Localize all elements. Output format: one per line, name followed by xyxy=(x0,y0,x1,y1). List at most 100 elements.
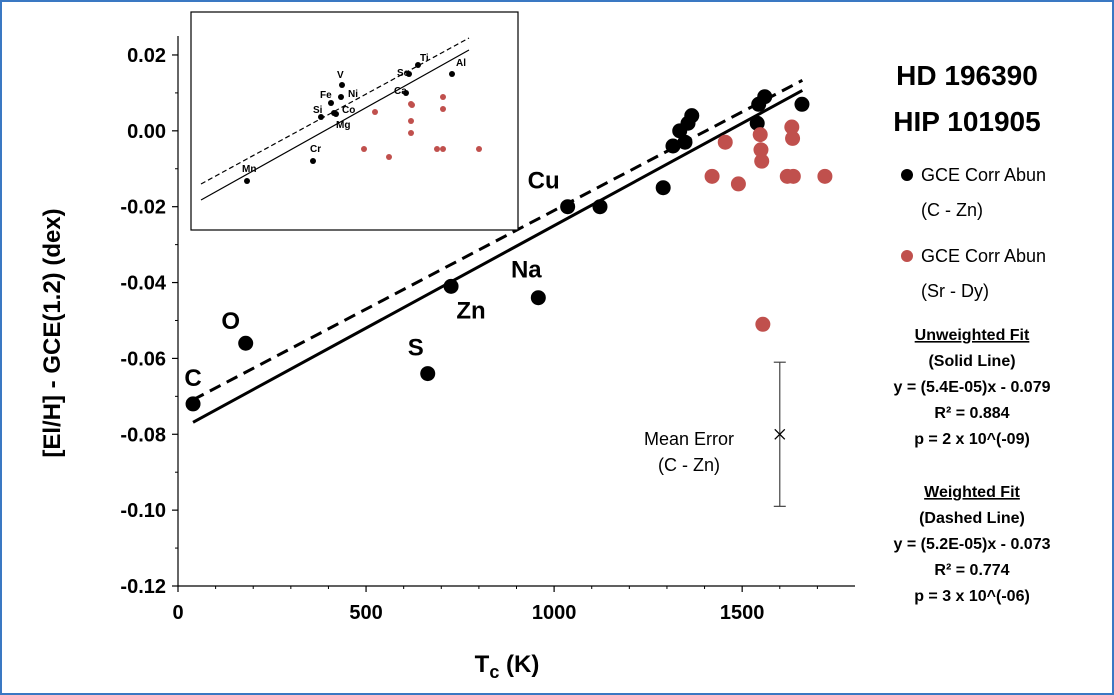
data-point-red xyxy=(752,127,768,143)
data-point-black xyxy=(684,108,700,124)
data-point-red xyxy=(785,130,801,146)
x-axis-label: Tc (K) xyxy=(475,651,540,682)
data-point-red xyxy=(785,168,801,184)
inset-point-red xyxy=(409,102,415,108)
inset-point-red xyxy=(372,109,378,115)
legend-label-1: GCE Corr Abun xyxy=(921,165,1046,185)
chart-title-line-2: HIP 101905 xyxy=(893,106,1040,137)
weighted-fit-p: p = 3 x 10^(-06) xyxy=(914,588,1030,605)
inset-point-red xyxy=(408,118,414,124)
x-tick-label: 1500 xyxy=(720,602,765,624)
inset-frame xyxy=(190,11,519,231)
unweighted-fit-p: p = 2 x 10^(-09) xyxy=(914,431,1030,448)
inset-point xyxy=(338,94,344,100)
inset-label-co: Co xyxy=(342,105,355,116)
unweighted-fit-title: Unweighted Fit xyxy=(915,327,1030,344)
inset-label-fe: Fe xyxy=(320,90,332,101)
y-tick-label: -0.10 xyxy=(120,500,166,522)
legend-marker-black xyxy=(901,169,913,181)
data-point-red xyxy=(704,168,720,184)
inset-label-ni: Ni xyxy=(348,89,358,100)
legend-range-2: (Sr - Dy) xyxy=(921,281,989,301)
data-point-red xyxy=(717,134,733,150)
data-point-black xyxy=(749,115,765,131)
inset-label-sc: Sc xyxy=(397,68,410,79)
inset-point xyxy=(339,82,345,88)
weighted-fit-line xyxy=(192,78,804,402)
weighted-fit-style: (Dashed Line) xyxy=(919,510,1025,527)
y-axis-label: [El/H] - GCE(1.2) (dex) xyxy=(39,208,66,457)
inset-plot: Mn Cr Si Fe V Ni Co Mg Sc Ca Ti Al xyxy=(190,11,519,231)
point-label-na: Na xyxy=(511,257,542,284)
mean-error-range: (C - Zn) xyxy=(658,455,720,475)
x-tick-label: 1000 xyxy=(532,602,577,624)
inset-label-ti: Ti xyxy=(420,53,429,64)
unweighted-fit-style: (Solid Line) xyxy=(928,353,1015,370)
point-label-zn: Zn xyxy=(456,297,485,324)
data-point-black xyxy=(665,138,681,154)
y-tick-label: -0.02 xyxy=(120,197,166,219)
inset-point-red xyxy=(440,146,446,152)
inset-label-mg: Mg xyxy=(336,120,350,131)
inset-point xyxy=(244,178,250,184)
fit-lines xyxy=(192,78,804,424)
legend-range-1: (C - Zn) xyxy=(921,200,983,220)
data-point-black xyxy=(757,89,773,105)
inset-point-red xyxy=(434,146,440,152)
x-tick-label: 500 xyxy=(349,602,382,624)
unweighted-fit-r2: R² = 0.884 xyxy=(934,405,1009,422)
data-points: C O S Zn Na Cu xyxy=(184,89,833,412)
error-marker-x-b xyxy=(774,428,786,440)
inset-label-cr: Cr xyxy=(310,144,321,155)
data-point-red xyxy=(754,153,770,169)
inset-point-red xyxy=(361,146,367,152)
point-label-c: C xyxy=(184,365,201,392)
data-point-black xyxy=(655,180,671,196)
data-point-black xyxy=(794,96,810,112)
inset-solid-line xyxy=(200,49,470,201)
inset-point xyxy=(318,114,324,120)
weighted-fit-r2: R² = 0.774 xyxy=(934,562,1009,579)
legend-label-2: GCE Corr Abun xyxy=(921,246,1046,266)
inset-point xyxy=(449,71,455,77)
data-point-black xyxy=(185,396,201,412)
inset-point-red xyxy=(476,146,482,152)
inset-label-si: Si xyxy=(313,105,323,116)
data-point-black xyxy=(238,335,254,351)
data-point-red xyxy=(755,316,771,332)
y-tick-label: -0.06 xyxy=(120,348,166,370)
inset-label-v: V xyxy=(337,70,344,81)
inset-point xyxy=(403,90,409,96)
legend-marker-red xyxy=(901,250,913,262)
weighted-fit-title: Weighted Fit xyxy=(924,484,1020,501)
inset-label-al: Al xyxy=(456,58,466,69)
data-point-red xyxy=(817,168,833,184)
unweighted-fit-equation: y = (5.4E-05)x - 0.079 xyxy=(894,379,1051,396)
weighted-fit-equation: y = (5.2E-05)x - 0.073 xyxy=(894,536,1051,553)
inset-point-red xyxy=(408,130,414,136)
y-tick-label: -0.12 xyxy=(120,576,166,598)
y-tick-label: -0.04 xyxy=(120,273,166,295)
data-point-black xyxy=(420,366,436,382)
data-point-red xyxy=(784,119,800,135)
x-tick-label: 0 xyxy=(172,602,183,624)
inset-label-ca: Ca xyxy=(394,86,407,97)
inset-point-red xyxy=(440,94,446,100)
inset-point xyxy=(415,62,421,68)
y-tick-label: -0.08 xyxy=(120,424,166,446)
point-label-o: O xyxy=(221,308,240,335)
inset-point xyxy=(310,158,316,164)
unweighted-fit-line xyxy=(192,89,804,424)
chart-title-line-1: HD 196390 xyxy=(896,60,1038,91)
axes: -0.12 -0.10 -0.08 -0.06 -0.04 -0.02 0.00 0.02 0 5… xyxy=(120,36,855,624)
mean-error-bar xyxy=(773,361,786,507)
data-point-red xyxy=(730,176,746,192)
data-point-black xyxy=(677,134,693,150)
inset-point xyxy=(333,111,339,117)
inset-label-mn: Mn xyxy=(242,164,256,175)
inset-point-red xyxy=(386,154,392,160)
data-point-black xyxy=(592,199,608,215)
data-point-black xyxy=(530,290,546,306)
